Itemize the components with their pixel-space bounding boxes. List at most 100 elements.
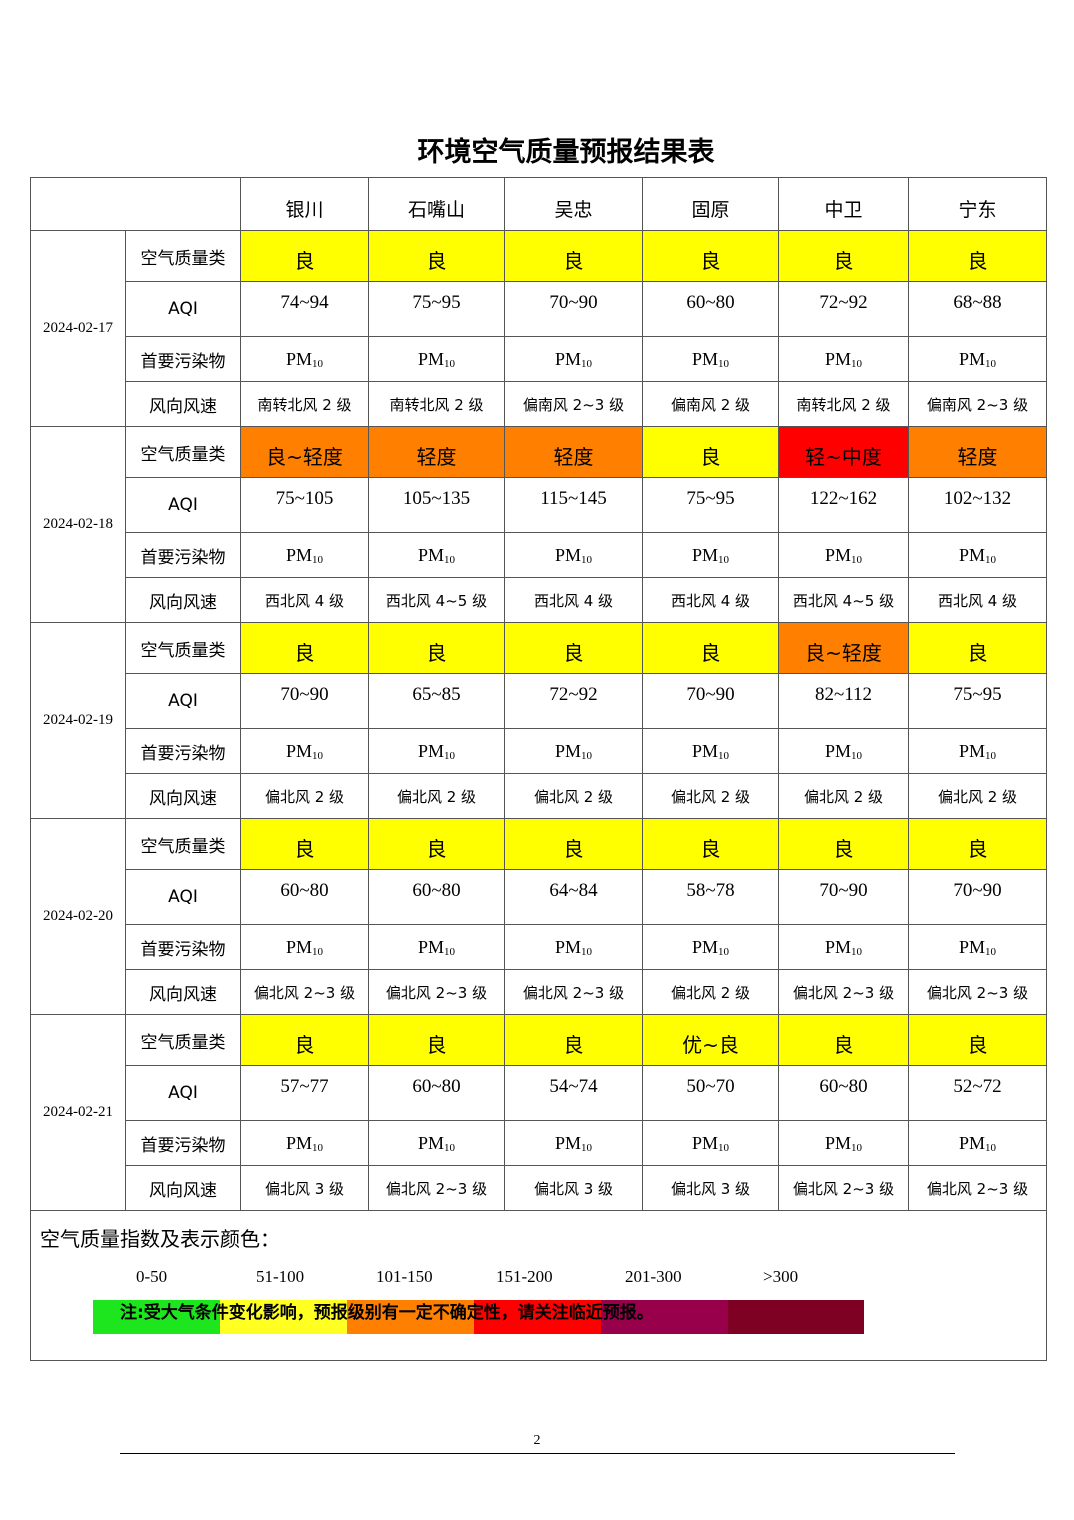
quality-cell: 良 bbox=[368, 230, 505, 282]
wind-cell: 偏北风 2 级 bbox=[642, 969, 779, 1015]
wind-cell: 西北风 4~5 级 bbox=[368, 577, 505, 623]
wind-cell: 偏北风 2 级 bbox=[504, 773, 643, 819]
pollutant-cell: PM10 bbox=[642, 532, 779, 578]
quality-cell: 良 bbox=[908, 818, 1047, 870]
row-label: 风向风速 bbox=[125, 969, 241, 1015]
row-aqi: AQI 57~77 60~80 54~74 50~70 60~80 52~72 bbox=[31, 1065, 1047, 1121]
pollutant-cell: PM10 bbox=[368, 728, 505, 774]
aqi-cell: 70~90 bbox=[778, 869, 909, 925]
quality-cell: 良 bbox=[778, 1014, 909, 1066]
city-header: 固原 bbox=[642, 177, 779, 231]
legend: 空气质量指数及表示颜色： 0-50 51-100 101-150 151-200 201-… bbox=[30, 1210, 1047, 1361]
quality-cell: 良 bbox=[642, 622, 779, 674]
quality-cell: 良 bbox=[240, 818, 369, 870]
pollutant-cell: PM10 bbox=[504, 1120, 643, 1166]
row-label: 首要污染物 bbox=[125, 924, 241, 970]
quality-cell: 良 bbox=[368, 818, 505, 870]
quality-cell: 轻度 bbox=[504, 426, 643, 478]
pollutant-cell: PM10 bbox=[778, 336, 909, 382]
pollutant-cell: PM10 bbox=[642, 1120, 779, 1166]
quality-cell: 良 bbox=[240, 622, 369, 674]
city-header: 石嘴山 bbox=[368, 177, 505, 231]
legend-swatch bbox=[601, 1300, 728, 1334]
wind-cell: 西北风 4 级 bbox=[504, 577, 643, 623]
row-quality: 2024-02-17 空气质量类良良良良良良 bbox=[30, 230, 1047, 427]
row-wind: 风向风速 偏北风 2 级偏北风 2 级偏北风 2 级偏北风 2 级偏北风 2 级偏… bbox=[31, 773, 1047, 819]
aqi-cell: 115~145 bbox=[504, 477, 643, 533]
row-pollutant: 首要污染物 PM10 PM10 PM10 PM10 PM10 PM10 bbox=[31, 336, 1047, 382]
row-label: 首要污染物 bbox=[125, 728, 241, 774]
quality-cell: 良 bbox=[908, 622, 1047, 674]
legend-range: 51-100 bbox=[256, 1267, 305, 1286]
aqi-cell: 75~95 bbox=[642, 477, 779, 533]
date-cell: 2024-02-19 bbox=[30, 622, 126, 819]
page-number: 2 bbox=[533, 1433, 541, 1448]
city-header: 中卫 bbox=[778, 177, 909, 231]
aqi-cell: 74~94 bbox=[240, 281, 369, 337]
legend-range: >300 bbox=[763, 1267, 799, 1286]
quality-cell: 良 bbox=[642, 818, 779, 870]
aqi-cell: 122~162 bbox=[778, 477, 909, 533]
pollutant-cell: PM10 bbox=[504, 336, 643, 382]
wind-cell: 偏南风 2 级 bbox=[642, 381, 779, 427]
legend-swatch bbox=[474, 1300, 601, 1334]
aqi-cell: 70~90 bbox=[240, 673, 369, 729]
row-label: AQI bbox=[125, 673, 241, 729]
pollutant-cell: PM10 bbox=[778, 1120, 909, 1166]
aqi-cell: 70~90 bbox=[504, 281, 643, 337]
row-label: AQI bbox=[125, 477, 241, 533]
date-cell: 2024-02-18 bbox=[30, 426, 126, 623]
row-quality: 2024-02-18 空气质量类 良~轻度 轻度 轻度良轻~中度 轻度 bbox=[30, 426, 1047, 623]
aqi-cell: 60~80 bbox=[240, 869, 369, 925]
row-label: 空气质量类 bbox=[125, 622, 241, 674]
quality-cell: 良 bbox=[368, 1014, 505, 1066]
aqi-cell: 75~95 bbox=[368, 281, 505, 337]
pollutant-cell: PM10 bbox=[778, 532, 909, 578]
aqi-cell: 60~80 bbox=[368, 869, 505, 925]
legend-swatch bbox=[347, 1300, 474, 1334]
quality-cell: 良 bbox=[504, 622, 643, 674]
city-header: 银川 bbox=[240, 177, 369, 231]
header-row: 银川 石嘴山 吴忠 固原 中卫 宁东 bbox=[30, 177, 1047, 231]
pollutant-cell: PM10 bbox=[504, 532, 643, 578]
wind-cell: 偏北风 2 级 bbox=[908, 773, 1047, 819]
aqi-cell: 72~92 bbox=[778, 281, 909, 337]
date-cell: 2024-02-17 bbox=[30, 230, 126, 427]
date-cell: 2024-02-20 bbox=[30, 818, 126, 1015]
quality-cell: 优~良 bbox=[642, 1014, 779, 1066]
row-label: 空气质量类 bbox=[125, 426, 241, 478]
aqi-cell: 52~72 bbox=[908, 1065, 1047, 1121]
row-label: 风向风速 bbox=[125, 381, 241, 427]
row-pollutant: 首要污染物 PM10 PM10 PM10 PM10 PM10 PM10 bbox=[31, 728, 1047, 774]
aqi-cell: 64~84 bbox=[504, 869, 643, 925]
legend-range: 101-150 bbox=[376, 1267, 433, 1286]
wind-cell: 偏南风 2~3 级 bbox=[908, 381, 1047, 427]
legend-range: 151-200 bbox=[496, 1267, 553, 1286]
pollutant-cell: PM10 bbox=[504, 728, 643, 774]
aqi-cell: 60~80 bbox=[778, 1065, 909, 1121]
wind-cell: 南转北风 2 级 bbox=[368, 381, 505, 427]
pollutant-cell: PM10 bbox=[240, 532, 369, 578]
pollutant-cell: PM10 bbox=[642, 924, 779, 970]
pollutant-cell: PM10 bbox=[908, 336, 1047, 382]
quality-cell: 良 bbox=[908, 1014, 1047, 1066]
row-aqi: AQI 60~80 60~80 64~84 58~78 70~90 70~90 bbox=[31, 869, 1047, 925]
wind-cell: 偏北风 2 级 bbox=[778, 773, 909, 819]
row-pollutant: 首要污染物 PM10 PM10 PM10 PM10 PM10 PM10 bbox=[31, 924, 1047, 970]
city-header: 吴忠 bbox=[504, 177, 643, 231]
row-label: 首要污染物 bbox=[125, 532, 241, 578]
row-quality: 2024-02-21 空气质量类良良良优~良良良 bbox=[30, 1014, 1047, 1211]
city-header: 宁东 bbox=[908, 177, 1047, 231]
row-label: 风向风速 bbox=[125, 1165, 241, 1211]
legend-range: 201-300 bbox=[625, 1267, 682, 1286]
wind-cell: 偏北风 2 级 bbox=[368, 773, 505, 819]
quality-cell: 良 bbox=[240, 1014, 369, 1066]
row-label: 空气质量类 bbox=[125, 230, 241, 282]
quality-cell: 轻度 bbox=[908, 426, 1047, 478]
row-pollutant: 首要污染物 PM10 PM10 PM10 PM10 PM10 PM10 bbox=[31, 1120, 1047, 1166]
wind-cell: 西北风 4~5 级 bbox=[778, 577, 909, 623]
wind-cell: 西北风 4 级 bbox=[240, 577, 369, 623]
pollutant-cell: PM10 bbox=[778, 728, 909, 774]
row-aqi: AQI 75~105 105~135 115~145 75~95 122~162 102~1… bbox=[31, 477, 1047, 533]
